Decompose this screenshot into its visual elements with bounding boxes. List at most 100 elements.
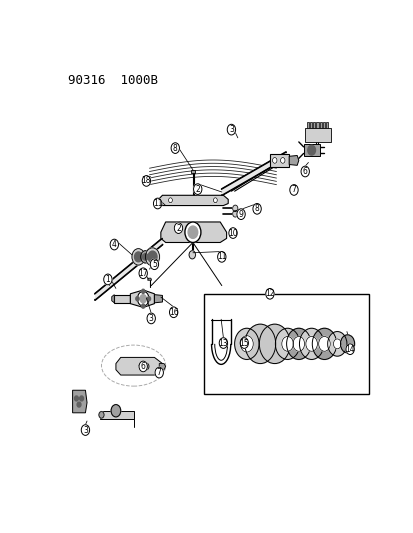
Circle shape: [272, 158, 276, 163]
Circle shape: [169, 307, 178, 318]
Text: 4: 4: [112, 240, 116, 249]
Circle shape: [307, 145, 315, 155]
Circle shape: [281, 336, 293, 351]
Text: 6: 6: [302, 167, 307, 176]
Circle shape: [332, 339, 340, 349]
Polygon shape: [221, 152, 285, 195]
Circle shape: [135, 297, 139, 301]
Circle shape: [219, 338, 227, 349]
Text: 12: 12: [265, 289, 274, 298]
Circle shape: [188, 226, 197, 238]
Circle shape: [280, 158, 284, 163]
Circle shape: [104, 274, 112, 285]
Circle shape: [150, 259, 158, 270]
Text: 16: 16: [169, 308, 178, 317]
Text: 15: 15: [239, 338, 249, 348]
Polygon shape: [322, 122, 324, 127]
Polygon shape: [116, 358, 162, 375]
Circle shape: [327, 332, 346, 356]
Circle shape: [139, 268, 147, 279]
Circle shape: [345, 344, 354, 354]
Polygon shape: [154, 295, 162, 303]
Circle shape: [265, 288, 273, 299]
Circle shape: [318, 336, 330, 351]
Polygon shape: [147, 278, 151, 280]
Circle shape: [168, 198, 172, 203]
Circle shape: [300, 166, 309, 177]
Circle shape: [134, 252, 142, 262]
Text: 1: 1: [105, 275, 110, 284]
Circle shape: [147, 297, 150, 301]
Circle shape: [148, 251, 157, 263]
Polygon shape: [325, 122, 328, 127]
Text: 8: 8: [173, 143, 177, 152]
Circle shape: [142, 175, 150, 186]
Circle shape: [289, 184, 297, 195]
Circle shape: [147, 313, 155, 324]
Text: 6: 6: [140, 362, 145, 371]
Circle shape: [340, 335, 354, 353]
Polygon shape: [306, 122, 309, 127]
Circle shape: [232, 211, 237, 217]
Circle shape: [240, 336, 253, 352]
Circle shape: [240, 338, 248, 349]
Polygon shape: [269, 154, 288, 166]
Circle shape: [292, 336, 304, 351]
Circle shape: [79, 396, 83, 401]
Circle shape: [174, 223, 182, 233]
Circle shape: [299, 328, 323, 359]
Text: 17: 17: [138, 269, 147, 278]
Polygon shape: [159, 195, 228, 206]
Circle shape: [236, 209, 244, 220]
Text: 3: 3: [148, 314, 153, 323]
Circle shape: [74, 396, 78, 401]
Circle shape: [234, 328, 259, 359]
Text: 9: 9: [238, 209, 243, 219]
Text: 13: 13: [218, 338, 228, 348]
Circle shape: [132, 248, 145, 265]
Polygon shape: [316, 122, 318, 127]
Polygon shape: [130, 290, 154, 307]
Circle shape: [259, 324, 290, 364]
Polygon shape: [114, 295, 130, 303]
Polygon shape: [303, 144, 319, 156]
Circle shape: [217, 252, 225, 262]
Circle shape: [81, 425, 89, 435]
Circle shape: [213, 198, 217, 203]
Polygon shape: [191, 170, 195, 173]
Circle shape: [142, 254, 148, 260]
Circle shape: [153, 198, 161, 209]
Polygon shape: [72, 390, 87, 413]
Circle shape: [111, 405, 121, 417]
Circle shape: [244, 324, 275, 364]
Circle shape: [137, 292, 149, 306]
Text: 11: 11: [216, 252, 226, 261]
Polygon shape: [160, 222, 226, 243]
Text: 3: 3: [83, 425, 88, 434]
Circle shape: [185, 222, 200, 243]
Text: 10: 10: [228, 229, 237, 238]
Circle shape: [189, 251, 195, 259]
Circle shape: [141, 304, 145, 308]
Text: 7: 7: [157, 368, 161, 377]
Text: 5: 5: [152, 260, 157, 269]
Text: 18: 18: [141, 176, 151, 185]
Polygon shape: [309, 122, 311, 127]
Circle shape: [110, 239, 118, 250]
Circle shape: [232, 205, 237, 212]
Circle shape: [228, 228, 237, 238]
Circle shape: [305, 336, 317, 351]
Bar: [204, 294, 368, 394]
Text: 14: 14: [344, 345, 354, 354]
Circle shape: [252, 204, 261, 214]
Circle shape: [171, 143, 179, 154]
Text: 11: 11: [152, 199, 162, 208]
Circle shape: [311, 328, 336, 359]
Polygon shape: [95, 238, 162, 300]
Polygon shape: [100, 411, 133, 419]
Text: 2: 2: [176, 224, 180, 232]
Polygon shape: [304, 127, 330, 142]
Text: 3: 3: [228, 125, 233, 134]
Circle shape: [140, 251, 150, 263]
Circle shape: [143, 363, 149, 370]
